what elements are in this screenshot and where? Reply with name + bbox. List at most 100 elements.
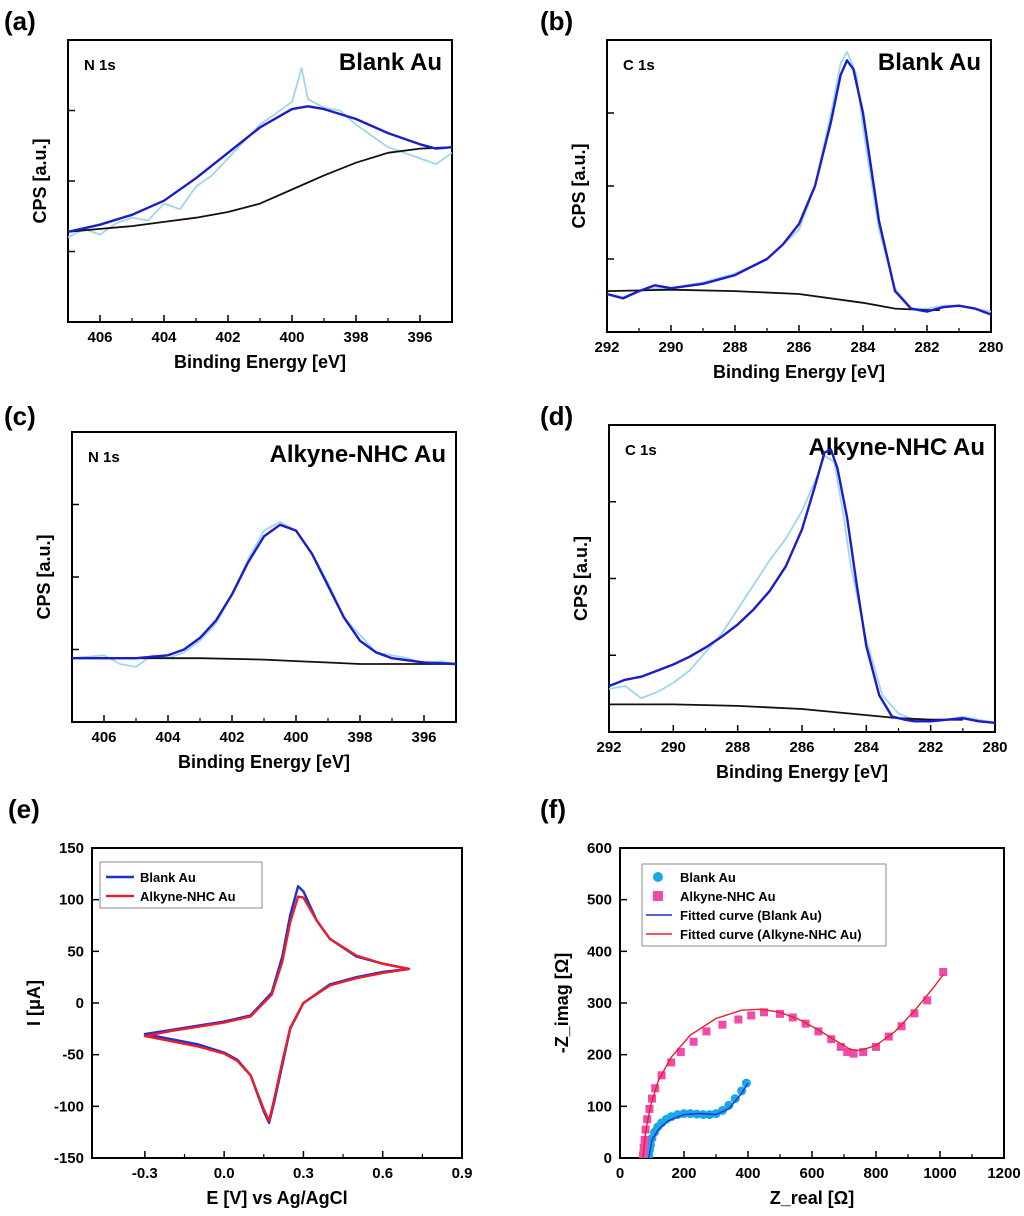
legend-label: Blank Au (140, 870, 196, 885)
x-tick-label: 0.6 (372, 1165, 393, 1182)
x-tick-label: 398 (347, 729, 372, 746)
chart-title: Alkyne-NHC Au (270, 441, 446, 468)
y-axis-label: CPS [a.u.] (569, 143, 589, 228)
x-tick-label: 282 (914, 339, 939, 356)
x-tick-label: 280 (982, 739, 1007, 756)
y-tick-label: 150 (59, 840, 84, 857)
data-point-alkyne (643, 1115, 652, 1124)
chart-title: Blank Au (339, 49, 442, 76)
y-tick-label: 0 (76, 995, 84, 1012)
x-tick-label: 406 (87, 329, 112, 346)
legend-label: Alkyne-NHC Au (140, 889, 236, 904)
y-tick-label: -150 (54, 1150, 84, 1167)
y-tick-label: 200 (587, 1047, 612, 1064)
x-tick-label: 400 (283, 729, 308, 746)
y-tick-label: 600 (587, 840, 612, 857)
data-layer (68, 67, 452, 239)
x-tick-label: 1200 (987, 1165, 1020, 1182)
x-tick-label: 398 (343, 329, 368, 346)
x-tick-label: 402 (219, 729, 244, 746)
x-tick-label: 400 (279, 329, 304, 346)
x-tick-label: 406 (91, 729, 116, 746)
data-point-alkyne (718, 1020, 727, 1029)
panel-label: (b) (540, 6, 573, 36)
data-point-alkyne (897, 1022, 906, 1031)
y-tick-label: 500 (587, 892, 612, 909)
y-tick-label: 100 (587, 1098, 612, 1115)
data-layer (143, 885, 411, 1125)
x-tick-label: 292 (596, 739, 621, 756)
legend-label: Fitted curve (Alkyne-NHC Au) (680, 927, 862, 942)
panel-label: (c) (4, 401, 36, 431)
data-point-alkyne (776, 1009, 784, 1018)
legend-swatch (653, 891, 663, 901)
y-tick-label: 300 (587, 995, 612, 1012)
x-tick-label: 286 (789, 739, 814, 756)
plot-frame (67, 39, 453, 323)
panel-d: (d) 292 290 288 286 284 282 280 Binding Energy [… (540, 401, 1008, 782)
series-fit-line (609, 448, 995, 724)
data-point-alkyne (836, 1042, 845, 1051)
panel-e: (e) -0.3 0.0 0.3 0.6 0.9 -150 -100 -50 0 50 100 150 E… (8, 794, 472, 1208)
legend: Blank Au Alkyne-NHC Au Fitted curve (Blank… (641, 863, 887, 947)
y-axis-label: -Z_imag [Ω] (552, 953, 572, 1053)
data-point-alkyne (760, 1008, 768, 1017)
x-axis-label: Binding Energy [eV] (713, 362, 885, 382)
x-tick-label: 200 (671, 1165, 696, 1182)
data-point-blank (730, 1094, 740, 1104)
series-background-line (609, 703, 963, 721)
legend-swatch (653, 872, 663, 882)
series-raw-line (609, 454, 995, 724)
panel-label: (d) (540, 401, 573, 431)
panel-c: (c) 406 404 402 400 398 396 Binding Energy [eV]… (4, 401, 457, 772)
series-fit-line (68, 105, 452, 233)
legend-label: Fitted curve (Blank Au) (680, 908, 822, 923)
data-point-alkyne (923, 996, 932, 1005)
x-axis-label: Binding Energy [eV] (174, 352, 346, 372)
x-axis-label: E [V] vs Ag/AgCl (206, 1188, 347, 1208)
spectrum-subtitle: C 1s (623, 57, 655, 74)
spectrum-subtitle: N 1s (84, 57, 116, 74)
series-background-line (68, 146, 452, 233)
data-point-alkyne (689, 1037, 698, 1046)
y-tick-label: 0 (604, 1150, 612, 1167)
panel-label: (e) (8, 794, 40, 824)
data-point-alkyne (667, 1058, 676, 1067)
x-tick-label: 0.9 (452, 1165, 473, 1182)
x-tick-label: 288 (725, 739, 750, 756)
x-axis-label: Binding Energy [eV] (178, 752, 350, 772)
x-tick-label: 286 (786, 339, 811, 356)
y-axis-label: CPS [a.u.] (571, 536, 591, 621)
chart-title: Alkyne-NHC Au (809, 434, 985, 461)
x-tick-label: 290 (661, 739, 686, 756)
plot-frame (71, 431, 457, 723)
data-point-blank (741, 1078, 751, 1088)
x-tick-label: 292 (594, 339, 619, 356)
data-point-alkyne (843, 1048, 852, 1057)
data-layer (639, 968, 948, 1158)
series-raw-line (607, 50, 991, 313)
y-tick-label: 50 (67, 943, 84, 960)
y-tick-label: 400 (587, 943, 612, 960)
x-tick-label: 284 (854, 739, 880, 756)
series-raw-line (68, 67, 452, 239)
data-point-alkyne (648, 1094, 656, 1103)
fit-curve-line (648, 1082, 749, 1158)
x-tick-label: -0.3 (132, 1165, 158, 1182)
data-point-alkyne (734, 1015, 743, 1024)
series-background-line (607, 288, 940, 311)
x-tick-label: 290 (658, 339, 683, 356)
panel-label: (f) (540, 794, 566, 824)
x-tick-label: 396 (407, 329, 432, 346)
legend-box (641, 863, 887, 947)
x-tick-label: 282 (918, 739, 943, 756)
y-axis-label: CPS [a.u.] (30, 138, 50, 223)
y-axis-label: CPS [a.u.] (34, 534, 54, 619)
x-tick-label: 404 (155, 729, 181, 746)
x-tick-label: 0.0 (214, 1165, 235, 1182)
panel-label: (a) (4, 6, 36, 36)
data-point-alkyne (651, 1084, 660, 1093)
data-point-alkyne (676, 1048, 685, 1057)
spectrum-subtitle: C 1s (625, 442, 657, 459)
